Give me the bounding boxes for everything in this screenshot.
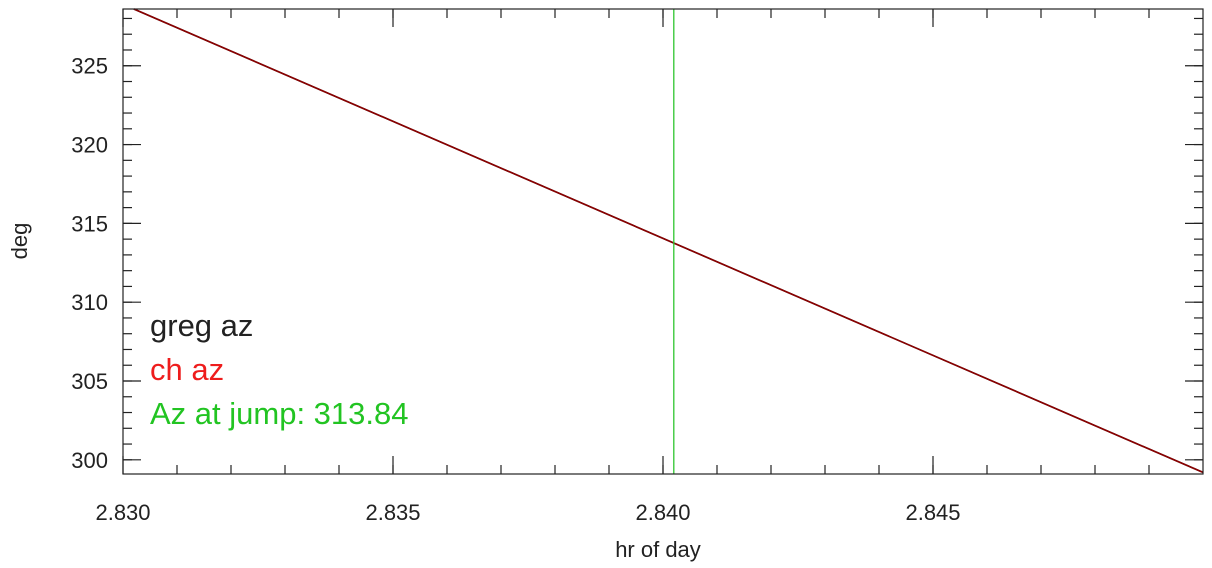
y-tick-label: 325 <box>71 54 108 79</box>
x-tick-labels: 2.830 2.835 2.840 2.845 <box>95 500 960 525</box>
y-tick-labels: 300 305 310 315 320 325 <box>71 54 108 473</box>
plot-series <box>133 8 1204 474</box>
y-tick-label: 305 <box>71 369 108 394</box>
plot-frame <box>122 8 1204 475</box>
y-tick-label: 315 <box>71 211 108 236</box>
legend-entry: ch az <box>150 352 224 387</box>
major-ticks <box>122 9 1203 474</box>
series-line-ch-az <box>133 8 1204 474</box>
x-tick-label: 2.835 <box>365 500 420 525</box>
legend: greg az ch az Az at jump: 313.84 <box>150 308 409 431</box>
x-tick-label: 2.845 <box>905 500 960 525</box>
y-tick-label: 310 <box>71 290 108 315</box>
legend-entry: greg az <box>150 308 253 343</box>
x-tick-label: 2.830 <box>95 500 150 525</box>
y-tick-label: 300 <box>71 448 108 473</box>
x-tick-label: 2.840 <box>635 500 690 525</box>
x-axis-title: hr of day <box>615 537 701 562</box>
y-tick-label: 320 <box>71 133 108 158</box>
legend-entry: Az at jump: 313.84 <box>150 396 409 431</box>
y-axis-title: deg <box>7 223 32 260</box>
